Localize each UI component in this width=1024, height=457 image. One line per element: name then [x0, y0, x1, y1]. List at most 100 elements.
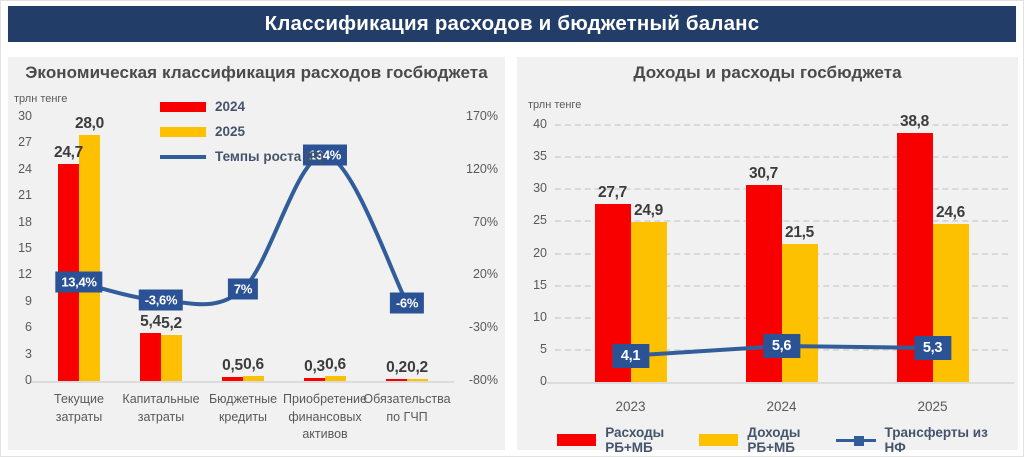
bar-value-label: 28,0 — [75, 114, 104, 132]
legend-label: 2025 — [215, 124, 246, 139]
category-label: Приобретение финансовых активов — [283, 392, 367, 441]
right-chart-panel: Доходы и расходы госбюджета трлн тенге 4… — [517, 57, 1018, 455]
bar-value-label: 5,4 — [140, 313, 161, 331]
bar-value-label: 0,2 — [407, 359, 428, 377]
legend-swatch-red — [160, 101, 206, 112]
legend-label: Доходы РБ+МБ — [747, 425, 801, 455]
bar-yellow — [161, 335, 182, 381]
secondary-axis-tick-label: 20% — [472, 267, 498, 282]
gridline — [555, 124, 1008, 126]
y-axis-tick-label: 35 — [533, 149, 547, 164]
bar-value-label: 0,5 — [222, 356, 243, 374]
legend-label: Трансферты из НФ — [884, 425, 988, 455]
bar-yellow — [79, 134, 100, 381]
legend-line-marker-icon — [854, 435, 865, 446]
right-chart-plot: 40 35 30 25 20 15 10 5 0 27,7 30,7 38,8 24,9 21,5 24,6… — [517, 57, 1018, 450]
legend-label: Темпы роста (R) — [215, 149, 324, 164]
gridline — [555, 220, 1008, 223]
right-axis-unit-label: трлн тенге — [528, 99, 582, 111]
y-axis-tick-label: 5 — [540, 341, 547, 356]
bar-red — [222, 376, 243, 381]
bar-value-label: 30,7 — [749, 164, 778, 182]
y-axis-tick-label: 25 — [533, 213, 547, 228]
bar-yellow — [325, 375, 346, 381]
right-chart-title: Доходы и расходы госбюджета — [633, 63, 902, 82]
bar-red — [386, 379, 407, 381]
bar-red — [304, 378, 325, 381]
bar-yellow — [407, 379, 428, 381]
bar-value-label: 0,6 — [325, 355, 346, 373]
bar-value-label: 24,7 — [54, 143, 83, 161]
y-axis-tick-label: 3 — [25, 346, 32, 361]
legend-label: Расходы РБ+МБ — [605, 425, 665, 455]
header-bar: Классификация расходов и бюджетный балан… — [8, 6, 1016, 42]
legend-swatch-yellow — [699, 434, 739, 446]
left-chart-title: Экономическая классификация расходов гос… — [25, 63, 488, 82]
y-axis-tick-label: 6 — [25, 320, 32, 335]
legend-item: Доходы РБ+МБ — [699, 425, 836, 455]
gridline — [555, 188, 1008, 191]
legend-line-swatch — [836, 434, 876, 446]
bar-value-label: 27,7 — [598, 184, 627, 202]
bar-value-label: 24,9 — [634, 202, 663, 220]
secondary-axis-tick-label: -80% — [468, 373, 498, 387]
y-axis-tick-label: 9 — [25, 293, 32, 308]
category-label: Бюджетные кредиты — [208, 392, 278, 424]
y-axis-tick-label: 40 — [533, 117, 547, 131]
legend-item: 2024 — [160, 99, 324, 114]
x-axis-line — [30, 381, 454, 383]
legend-item: Трансферты из НФ — [836, 425, 994, 455]
left-chart-panel: Экономическая классификация расходов гос… — [8, 57, 505, 450]
legend-item: Темпы роста (R) — [160, 149, 324, 164]
secondary-axis-tick-label: 70% — [472, 214, 498, 229]
secondary-axis-tick-label: 170% — [466, 109, 498, 123]
category-label: Капитальные затраты — [122, 392, 200, 424]
category-label: Обязательства по ГЧП — [363, 392, 451, 424]
bar-red — [140, 333, 161, 381]
line-value-label: 5,3 — [913, 335, 952, 360]
line-value-label: 5,6 — [762, 334, 801, 359]
bar-yellow — [243, 375, 264, 381]
y-axis-tick-label: 10 — [533, 309, 547, 324]
y-axis-tick-label: 15 — [18, 241, 32, 255]
secondary-axis-tick-label: -30% — [468, 320, 498, 335]
category-label: Текущие затраты — [54, 392, 104, 424]
left-chart-legend: 2024 2025 Темпы роста (R) — [160, 99, 324, 164]
y-axis-tick-label: 20 — [533, 245, 547, 260]
bar-value-label: 24,6 — [936, 203, 965, 221]
category-label: 2023 — [615, 399, 646, 414]
y-axis-tick-label: 30 — [533, 181, 547, 196]
bar-yellow — [781, 243, 818, 382]
y-axis-tick-label: 30 — [18, 109, 32, 123]
category-label: 2025 — [917, 399, 948, 414]
line-value-label: -3,6% — [138, 289, 184, 311]
legend-line — [160, 155, 206, 159]
y-axis-tick-label: 0 — [540, 374, 547, 388]
y-axis-tick-label: 21 — [18, 188, 32, 203]
page-title: Классификация расходов и бюджетный балан… — [264, 12, 760, 35]
y-axis-tick-label: 18 — [18, 214, 32, 229]
line-value-label: 4,1 — [611, 343, 650, 368]
left-axis-unit-label: трлн тенге — [14, 93, 68, 105]
bar-value-label: 0,3 — [304, 358, 325, 376]
legend-swatch-red — [557, 434, 597, 446]
y-axis-tick-label: 24 — [18, 161, 32, 176]
right-chart-legend: Расходы РБ+МБ Доходы РБ+МБ Трансферты из Н… — [557, 425, 994, 455]
bar-value-label: 5,2 — [161, 315, 182, 333]
y-axis-tick-label: 0 — [25, 373, 32, 387]
line-value-label: 13,4% — [55, 271, 103, 293]
legend-line-swatch — [160, 151, 206, 163]
secondary-axis-tick-label: 120% — [466, 161, 498, 176]
y-axis-tick-label: 15 — [533, 277, 547, 292]
gridline — [555, 156, 1008, 159]
category-label: 2024 — [766, 399, 797, 414]
line-value-label: -6% — [389, 292, 425, 314]
bar-value-label: 38,8 — [900, 112, 929, 130]
y-axis-tick-label: 12 — [18, 267, 32, 282]
bar-value-label: 0,2 — [386, 359, 407, 377]
bar-value-label: 21,5 — [785, 223, 814, 241]
legend-swatch-yellow — [160, 126, 206, 137]
bar-value-label: 0,6 — [243, 355, 264, 373]
legend-label: 2024 — [215, 99, 246, 114]
legend-item: Расходы РБ+МБ — [557, 425, 699, 455]
